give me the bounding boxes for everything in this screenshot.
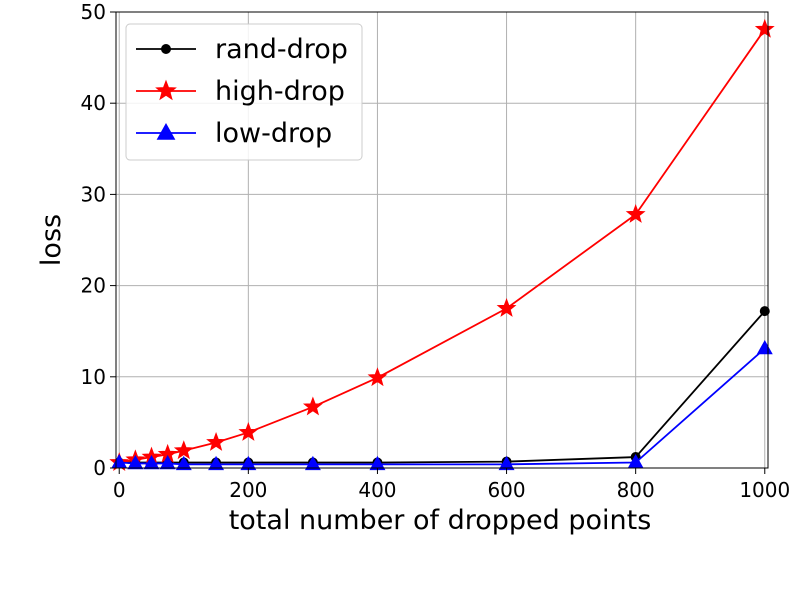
y-tick-label: 20 [81, 274, 106, 298]
plot-frame [115, 11, 769, 469]
legend-marker-low-drop [156, 122, 176, 140]
axis-ticks: 0 200 400 600 800 1000 0 10 20 30 40 50 [81, 0, 791, 502]
data-point-low-drop [127, 454, 144, 470]
legend-entry-high-drop: high-drop [136, 76, 345, 107]
grid-lines [116, 11, 768, 469]
data-point-high-drop [173, 440, 194, 460]
legend-marker-high-drop [155, 79, 177, 101]
data-point-high-drop [496, 297, 517, 317]
data-point-low-drop [159, 454, 176, 470]
legend-label-rand-drop: rand-drop [215, 34, 348, 65]
x-tick-label: 200 [229, 478, 267, 502]
x-axis-label: total number of dropped points [229, 505, 652, 536]
data-point-high-drop [238, 422, 259, 441]
y-tick-label: 50 [81, 0, 106, 24]
legend: rand-drop high-drop low-drop [125, 23, 363, 161]
x-tick-label: 0 [113, 478, 126, 502]
data-point-high-drop [754, 18, 775, 38]
x-tick-label: 600 [487, 478, 525, 502]
data-point-high-drop [302, 396, 323, 416]
x-tick-label: 400 [358, 478, 396, 502]
data-point-low-drop [143, 454, 160, 470]
legend-entry-low-drop: low-drop [136, 118, 332, 149]
data-point-high-drop [367, 367, 388, 387]
series-layer [109, 18, 775, 471]
y-tick-label: 0 [93, 456, 106, 480]
data-point-low-drop [208, 455, 225, 471]
legend-entry-rand-drop: rand-drop [136, 34, 348, 65]
data-point-high-drop [206, 432, 226, 451]
legend-label-low-drop: low-drop [215, 118, 332, 149]
x-tick-label: 1000 [739, 478, 790, 502]
y-tick-label: 30 [81, 182, 106, 206]
data-point-rand-drop [759, 306, 770, 317]
legend-marker-rand-drop [161, 44, 171, 54]
data-point-low-drop [175, 455, 192, 471]
x-tick-label: 800 [617, 478, 655, 502]
data-point-low-drop [304, 455, 321, 471]
y-tick-label: 40 [81, 91, 106, 115]
series-high-drop [109, 18, 775, 471]
legend-label-high-drop: high-drop [215, 76, 345, 107]
y-axis-label: loss [36, 214, 67, 266]
legend-box [125, 23, 363, 161]
data-point-high-drop [625, 204, 646, 223]
y-tick-label: 10 [81, 365, 106, 389]
